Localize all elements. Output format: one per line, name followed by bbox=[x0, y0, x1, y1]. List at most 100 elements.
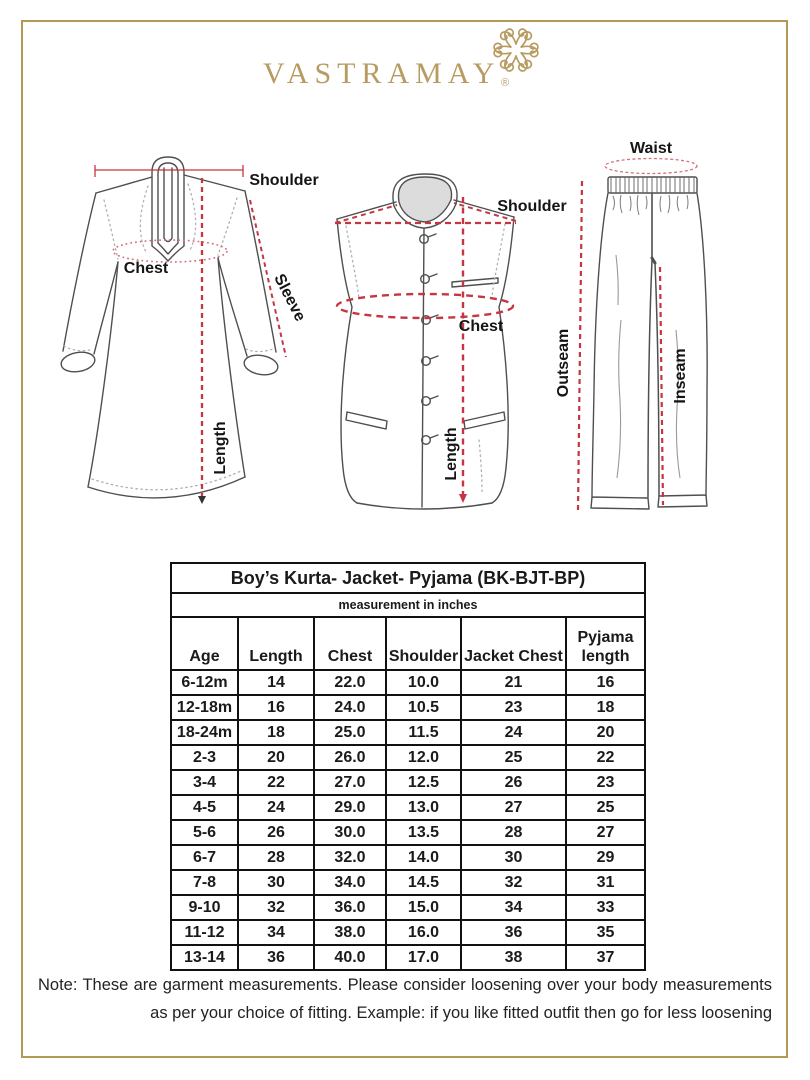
cell-pyjama-length: 37 bbox=[565, 944, 646, 971]
cell-chest: 25.0 bbox=[313, 719, 387, 746]
cell-chest: 26.0 bbox=[313, 744, 387, 771]
brand-wordmark: VASTRAMAY bbox=[263, 57, 501, 90]
column-header-age: Age bbox=[170, 616, 239, 671]
cell-jacket-chest: 26 bbox=[460, 769, 567, 796]
cell-shoulder: 17.0 bbox=[385, 944, 462, 971]
cell-length: 14 bbox=[237, 669, 315, 696]
table-row: 6-12m 14 22.0 10.0 21 16 bbox=[170, 669, 646, 696]
table-row: 12-18m 16 24.0 10.5 23 18 bbox=[170, 694, 646, 721]
cell-pyjama-length: 29 bbox=[565, 844, 646, 871]
cell-age: 7-8 bbox=[170, 869, 239, 896]
cell-jacket-chest: 34 bbox=[460, 894, 567, 921]
cell-chest: 22.0 bbox=[313, 669, 387, 696]
column-header-chest: Chest bbox=[313, 616, 387, 671]
cell-age: 2-3 bbox=[170, 744, 239, 771]
cell-chest: 32.0 bbox=[313, 844, 387, 871]
cell-shoulder: 12.0 bbox=[385, 744, 462, 771]
cell-age: 6-12m bbox=[170, 669, 239, 696]
cell-jacket-chest: 28 bbox=[460, 819, 567, 846]
table-subtitle: measurement in inches bbox=[170, 592, 646, 618]
cell-shoulder: 11.5 bbox=[385, 719, 462, 746]
table-row: 9-10 32 36.0 15.0 34 33 bbox=[170, 894, 646, 921]
column-header-jacket-chest: Jacket Chest bbox=[460, 616, 567, 671]
table-row: 2-3 20 26.0 12.0 25 22 bbox=[170, 744, 646, 771]
cell-shoulder: 13.5 bbox=[385, 819, 462, 846]
jacket-length-label: Length bbox=[443, 427, 460, 481]
cell-chest: 24.0 bbox=[313, 694, 387, 721]
cell-pyjama-length: 25 bbox=[565, 794, 646, 821]
pyjama-outline bbox=[590, 176, 708, 510]
table-row: 18-24m 18 25.0 11.5 24 20 bbox=[170, 719, 646, 746]
cell-length: 18 bbox=[237, 719, 315, 746]
pyjama-waist-label: Waist bbox=[629, 140, 673, 157]
table-row: 4-5 24 29.0 13.0 27 25 bbox=[170, 794, 646, 821]
mandala-icon bbox=[491, 26, 541, 74]
cell-chest: 30.0 bbox=[313, 819, 387, 846]
cell-pyjama-length: 16 bbox=[565, 669, 646, 696]
cell-shoulder: 15.0 bbox=[385, 894, 462, 921]
kurta-length-label: Length bbox=[212, 421, 229, 475]
note-line-2: as per your choice of fitting. Example: … bbox=[150, 1004, 772, 1022]
cell-jacket-chest: 32 bbox=[460, 869, 567, 896]
cell-chest: 36.0 bbox=[313, 894, 387, 921]
cell-chest: 34.0 bbox=[313, 869, 387, 896]
jacket-outline bbox=[336, 173, 515, 510]
table-row: 7-8 30 34.0 14.5 32 31 bbox=[170, 869, 646, 896]
cell-shoulder: 14.0 bbox=[385, 844, 462, 871]
cell-length: 34 bbox=[237, 919, 315, 946]
cell-length: 24 bbox=[237, 794, 315, 821]
size-chart-table: Boy’s Kurta- Jacket- Pyjama (BK-BJT-BP) … bbox=[170, 562, 646, 971]
jacket-measure-lines bbox=[334, 197, 517, 503]
column-header-length: Length bbox=[237, 616, 315, 671]
kurta-seam-dots bbox=[63, 183, 276, 491]
column-header-shoulder: Shoulder bbox=[385, 616, 462, 671]
kurta-outline bbox=[60, 156, 279, 499]
cell-shoulder: 16.0 bbox=[385, 919, 462, 946]
cell-chest: 38.0 bbox=[313, 919, 387, 946]
cell-pyjama-length: 22 bbox=[565, 744, 646, 771]
table-row: 11-12 34 38.0 16.0 36 35 bbox=[170, 919, 646, 946]
column-header-pyjama-length: Pyjama length bbox=[565, 616, 646, 671]
cell-shoulder: 14.5 bbox=[385, 869, 462, 896]
jacket-shoulder-label: Shoulder bbox=[497, 198, 567, 215]
pyjama-outseam-label: Outseam bbox=[555, 328, 572, 398]
cell-length: 20 bbox=[237, 744, 315, 771]
cell-length: 30 bbox=[237, 869, 315, 896]
cell-shoulder: 10.5 bbox=[385, 694, 462, 721]
cell-pyjama-length: 23 bbox=[565, 769, 646, 796]
cell-jacket-chest: 36 bbox=[460, 919, 567, 946]
cell-shoulder: 10.0 bbox=[385, 669, 462, 696]
cell-length: 36 bbox=[237, 944, 315, 971]
cell-jacket-chest: 25 bbox=[460, 744, 567, 771]
cell-age: 12-18m bbox=[170, 694, 239, 721]
cell-pyjama-length: 18 bbox=[565, 694, 646, 721]
cell-age: 4-5 bbox=[170, 794, 239, 821]
pyjama-diagram bbox=[576, 157, 708, 511]
kurta-shoulder-label: Shoulder bbox=[249, 172, 319, 189]
kurta-chest-label: Chest bbox=[123, 260, 169, 277]
pyjama-gathers bbox=[612, 194, 689, 216]
cell-length: 32 bbox=[237, 894, 315, 921]
cell-age: 9-10 bbox=[170, 894, 239, 921]
cell-age: 18-24m bbox=[170, 719, 239, 746]
cell-pyjama-length: 35 bbox=[565, 919, 646, 946]
cell-chest: 40.0 bbox=[313, 944, 387, 971]
cell-age: 5-6 bbox=[170, 819, 239, 846]
table-row: 5-6 26 30.0 13.5 28 27 bbox=[170, 819, 646, 846]
cell-jacket-chest: 38 bbox=[460, 944, 567, 971]
cell-age: 11-12 bbox=[170, 919, 239, 946]
cell-jacket-chest: 30 bbox=[460, 844, 567, 871]
cell-shoulder: 13.0 bbox=[385, 794, 462, 821]
cell-length: 22 bbox=[237, 769, 315, 796]
cell-jacket-chest: 21 bbox=[460, 669, 567, 696]
kurta-measure-lines bbox=[94, 165, 287, 504]
note-line-1: Note: These are garment measurements. Pl… bbox=[38, 976, 772, 994]
measurement-note: Note: These are garment measurements. Pl… bbox=[38, 971, 772, 1027]
cell-jacket-chest: 24 bbox=[460, 719, 567, 746]
cell-length: 16 bbox=[237, 694, 315, 721]
cell-age: 3-4 bbox=[170, 769, 239, 796]
cell-chest: 27.0 bbox=[313, 769, 387, 796]
size-table-body: 6-12m 14 22.0 10.0 21 16 12-18m 16 24.0 … bbox=[170, 669, 646, 971]
registered-mark: ® bbox=[501, 77, 510, 89]
